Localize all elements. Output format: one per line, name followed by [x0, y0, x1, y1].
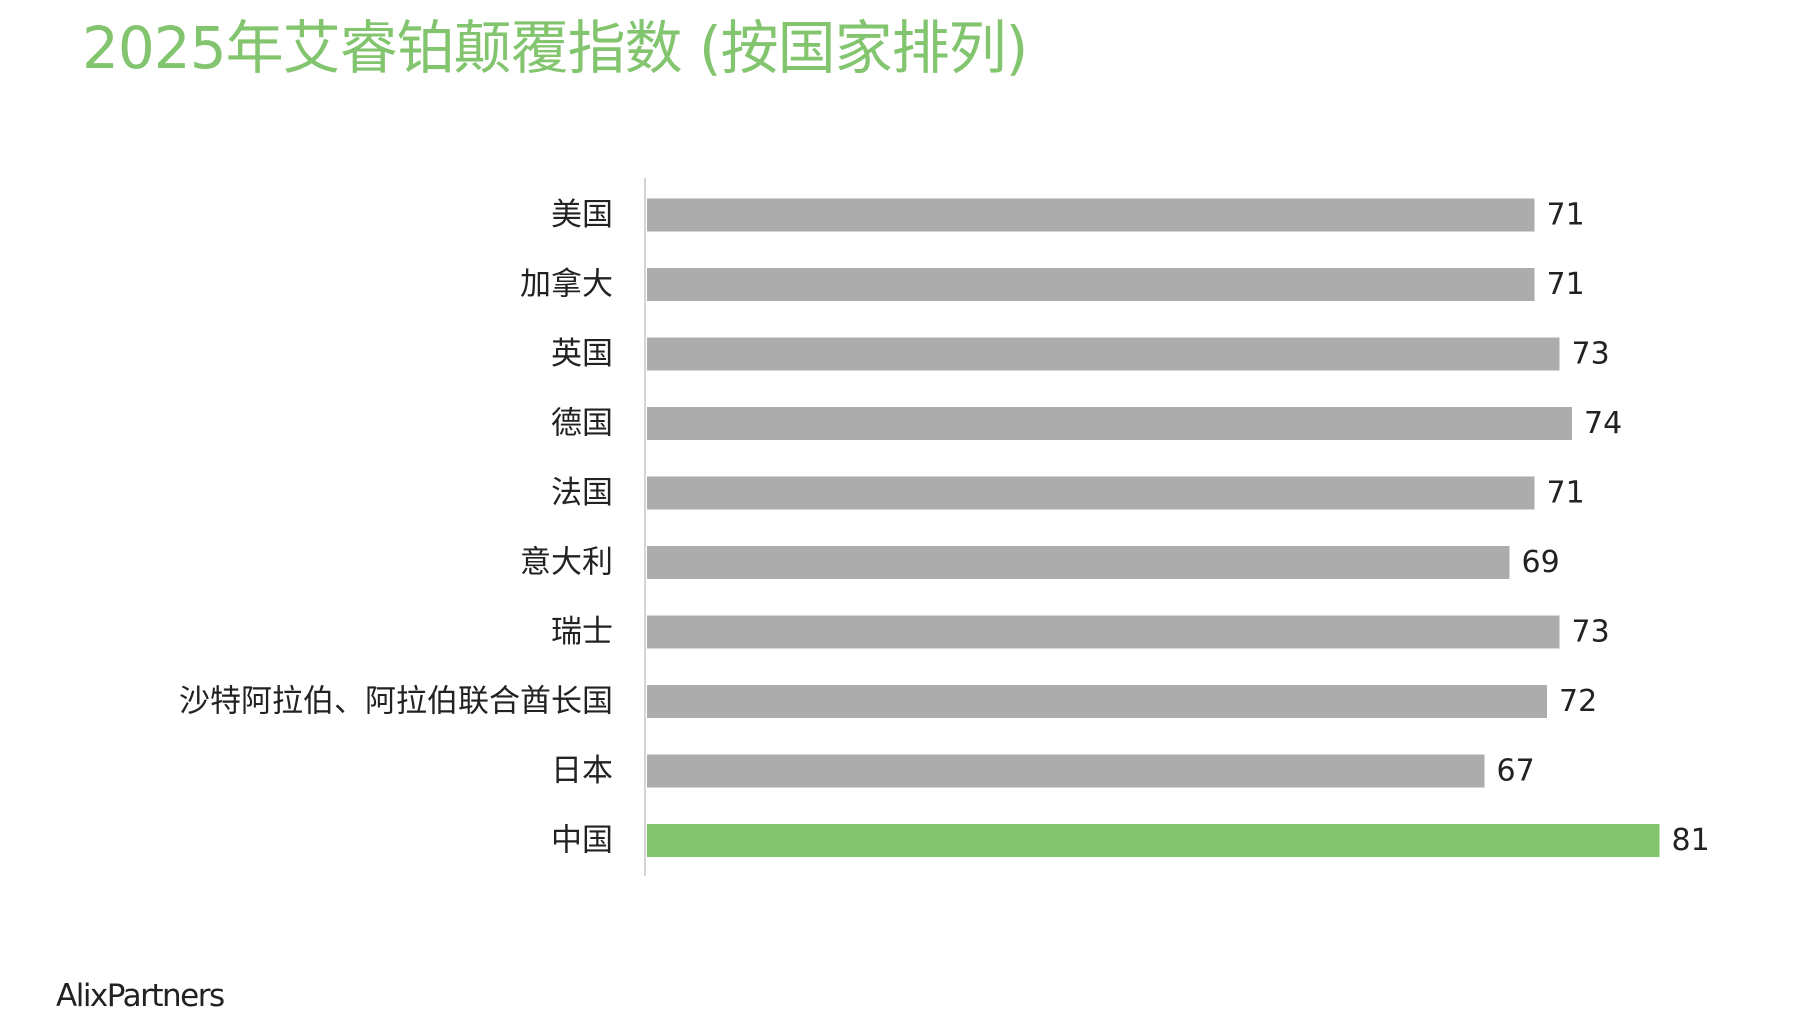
category-label: 加拿大: [520, 267, 613, 303]
category-label: 瑞士: [551, 614, 613, 650]
value-label: 73: [1572, 615, 1610, 650]
category-label: 中国: [551, 823, 613, 859]
bar: [647, 476, 1535, 510]
category-label: 英国: [551, 336, 613, 372]
value-label: 67: [1497, 754, 1535, 789]
chart-title: 2025年艾睿铂颠覆指数 (按国家排列): [82, 14, 1028, 82]
bar: [647, 685, 1547, 718]
value-label: 81: [1672, 823, 1710, 858]
value-label: 71: [1547, 476, 1585, 511]
bar: [647, 615, 1560, 649]
value-label: 72: [1559, 684, 1597, 719]
bar: [647, 268, 1535, 301]
bar: [647, 407, 1572, 440]
bar: [647, 546, 1510, 579]
value-labels: 71 71 73 74 71 69 73 72 67 81: [1497, 198, 1710, 859]
category-label: 沙特阿拉伯、阿拉伯联合酋长国: [179, 684, 613, 720]
bar: [647, 754, 1485, 788]
value-label: 69: [1522, 545, 1560, 580]
bar: [647, 198, 1535, 232]
bars: [647, 198, 1660, 857]
value-label: 71: [1547, 267, 1585, 302]
value-label: 74: [1584, 406, 1622, 441]
category-label: 日本: [551, 753, 613, 789]
category-label: 德国: [551, 406, 613, 442]
category-label: 法国: [551, 475, 613, 511]
bar: [647, 337, 1560, 371]
value-label: 73: [1572, 337, 1610, 372]
alixpartners-logo: AlixPartners: [56, 978, 225, 1014]
value-label: 71: [1547, 198, 1585, 233]
category-label: 意大利: [520, 545, 613, 581]
bar-highlight: [647, 824, 1660, 857]
category-label: 美国: [551, 197, 613, 233]
